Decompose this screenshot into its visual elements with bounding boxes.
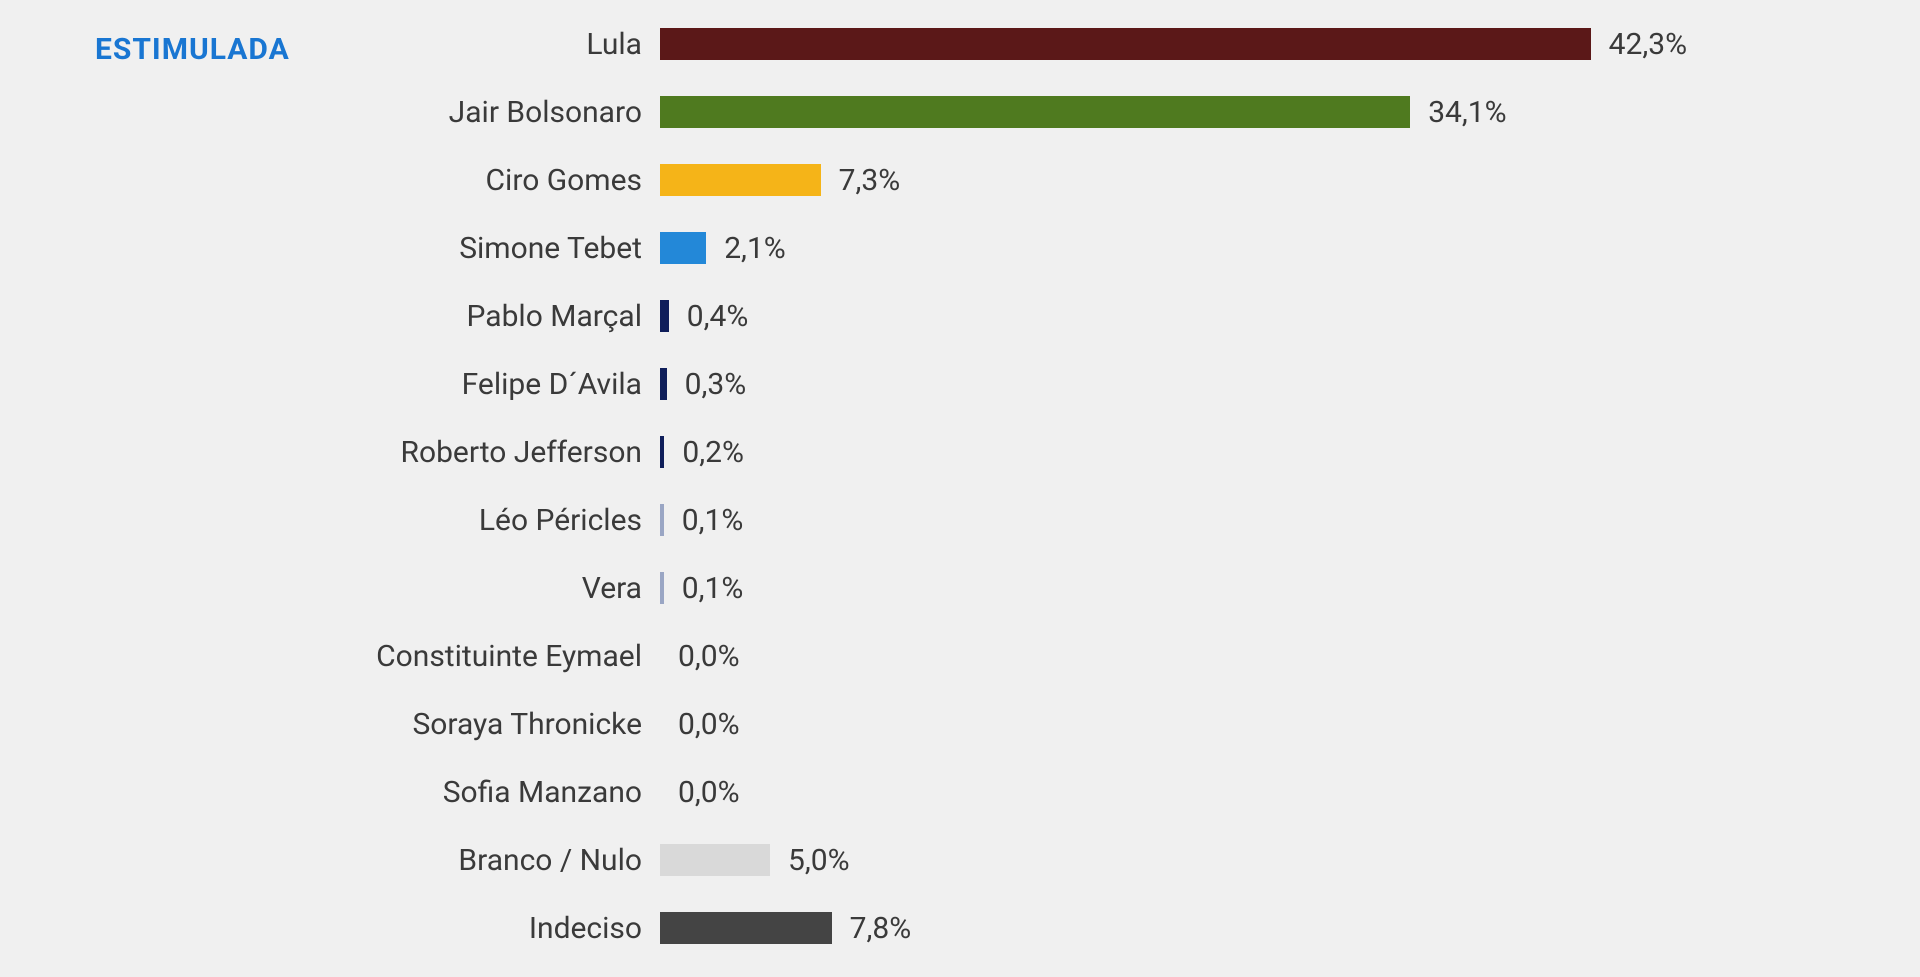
bar-value: 7,3%	[839, 163, 901, 198]
bar-wrap: 0,2%	[660, 435, 1880, 470]
bar-label: Pablo Marçal	[40, 299, 660, 334]
bar-label: Ciro Gomes	[40, 163, 660, 198]
bar-label: Soraya Thronicke	[40, 707, 660, 742]
bar-label: Felipe D´Avila	[40, 367, 660, 402]
bar-label: Vera	[40, 571, 660, 606]
bar-label: Simone Tebet	[40, 231, 660, 266]
bar	[660, 844, 770, 876]
bar-wrap: 0,0%	[660, 639, 1880, 674]
bar-wrap: 42,3%	[660, 27, 1880, 62]
bar	[660, 572, 664, 604]
bar-value: 42,3%	[1609, 27, 1687, 62]
bar-label: Roberto Jefferson	[40, 435, 660, 470]
chart-row: Lula 42,3%	[40, 10, 1880, 78]
chart-row: Jair Bolsonaro 34,1%	[40, 78, 1880, 146]
bar-label: Sofia Manzano	[40, 775, 660, 810]
bar-wrap: 5,0%	[660, 843, 1880, 878]
chart-row: Felipe D´Avila 0,3%	[40, 350, 1880, 418]
chart-row: Vera 0,1%	[40, 554, 1880, 622]
bar-wrap: 0,3%	[660, 367, 1880, 402]
bar	[660, 436, 664, 468]
bar	[660, 28, 1591, 60]
chart-row: Ciro Gomes 7,3%	[40, 146, 1880, 214]
bar-value: 0,0%	[678, 639, 740, 674]
bar	[660, 164, 821, 196]
bar-value: 34,1%	[1428, 95, 1506, 130]
chart-row: Soraya Thronicke 0,0%	[40, 690, 1880, 758]
bar-value: 0,4%	[687, 299, 749, 334]
chart-row: Léo Péricles 0,1%	[40, 486, 1880, 554]
bar-label: Léo Péricles	[40, 503, 660, 538]
poll-bar-chart: Lula 42,3% Jair Bolsonaro 34,1% Ciro Gomes 7,…	[40, 10, 1880, 962]
bar	[660, 504, 664, 536]
bar-value: 5,0%	[788, 843, 850, 878]
bar-wrap: 7,8%	[660, 911, 1880, 946]
chart-row: Simone Tebet 2,1%	[40, 214, 1880, 282]
bar-wrap: 0,0%	[660, 707, 1880, 742]
bar-label: Indeciso	[40, 911, 660, 946]
bar-value: 2,1%	[724, 231, 786, 266]
bar-wrap: 7,3%	[660, 163, 1880, 198]
bar-label: Lula	[40, 27, 660, 62]
bar-wrap: 0,0%	[660, 775, 1880, 810]
bar-value: 0,2%	[682, 435, 744, 470]
bar-value: 7,8%	[850, 911, 912, 946]
bar-label: Jair Bolsonaro	[40, 95, 660, 130]
chart-row: Sofia Manzano 0,0%	[40, 758, 1880, 826]
bar-wrap: 0,4%	[660, 299, 1880, 334]
bar-value: 0,1%	[682, 571, 744, 606]
bar-label: Branco / Nulo	[40, 843, 660, 878]
chart-row: Roberto Jefferson 0,2%	[40, 418, 1880, 486]
bar-label: Constituinte Eymael	[40, 639, 660, 674]
bar-value: 0,3%	[685, 367, 747, 402]
bar-wrap: 0,1%	[660, 503, 1880, 538]
chart-row: Branco / Nulo 5,0%	[40, 826, 1880, 894]
bar-value: 0,1%	[682, 503, 744, 538]
bar-wrap: 34,1%	[660, 95, 1880, 130]
chart-row: Indeciso 7,8%	[40, 894, 1880, 962]
bar	[660, 368, 667, 400]
bar	[660, 96, 1410, 128]
bar-wrap: 0,1%	[660, 571, 1880, 606]
bar-value: 0,0%	[678, 707, 740, 742]
bar-value: 0,0%	[678, 775, 740, 810]
chart-row: Pablo Marçal 0,4%	[40, 282, 1880, 350]
bar-wrap: 2,1%	[660, 231, 1880, 266]
bar	[660, 300, 669, 332]
bar	[660, 232, 706, 264]
bar	[660, 912, 832, 944]
chart-row: Constituinte Eymael 0,0%	[40, 622, 1880, 690]
